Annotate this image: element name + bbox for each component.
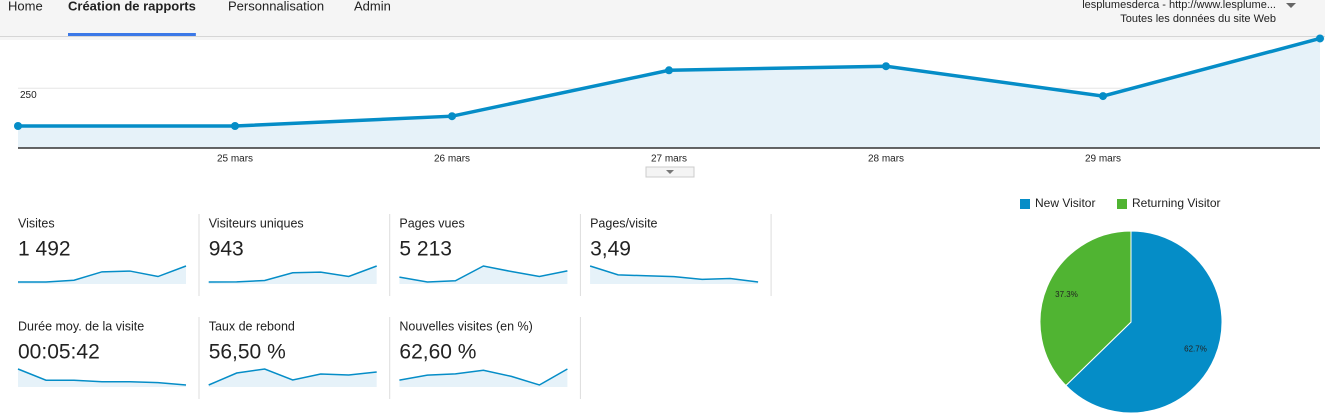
- nav-tab[interactable]: Home: [8, 0, 43, 13]
- account-name[interactable]: lesplumesderca - http://www.lesplume...: [1082, 0, 1276, 11]
- collapse-button[interactable]: [645, 166, 695, 178]
- point[interactable]: [231, 122, 239, 130]
- collapse-arrow[interactable]: [666, 170, 674, 174]
- sparkline: [208, 368, 377, 386]
- sparkline: [399, 265, 568, 283]
- slice-label: 62.7%: [1184, 344, 1207, 353]
- metric-label[interactable]: Taux de rebond: [209, 319, 295, 333]
- area: [18, 38, 1320, 149]
- metric-label[interactable]: Visiteurs uniques: [209, 216, 304, 230]
- sparkline-area: [18, 369, 186, 387]
- sparkline-area: [399, 369, 568, 387]
- metric-label[interactable]: Nouvelles visites (en %): [399, 319, 532, 333]
- sparkline: [17, 368, 187, 386]
- pie-slice[interactable]: [1065, 230, 1223, 414]
- y-tick-label: 250: [20, 90, 37, 101]
- slice-label: 37.3%: [1055, 290, 1078, 299]
- legend-swatch: [1117, 199, 1127, 209]
- x-tick-label: 25 mars: [217, 154, 253, 165]
- x-tick-label: 29 mars: [1085, 154, 1121, 165]
- sparkline-area: [18, 266, 186, 284]
- nav-tab[interactable]: Personnalisation: [228, 0, 324, 13]
- metric-value: 943: [209, 238, 244, 261]
- metric-value: 5 213: [399, 238, 452, 261]
- sparkline: [208, 265, 377, 283]
- metric-value: 1 492: [18, 238, 71, 261]
- sparkline: [18, 265, 187, 283]
- header-bar: [0, 0, 1325, 36]
- header-shadow: [0, 37, 1325, 40]
- x-tick-label: 27 mars: [651, 154, 687, 165]
- metric-label[interactable]: Pages vues: [399, 216, 464, 230]
- pie-slice[interactable]: [1039, 230, 1132, 387]
- legend-swatch: [1020, 199, 1030, 209]
- sparkline: [589, 265, 759, 283]
- metric-value: 56,50 %: [209, 341, 286, 364]
- x-tick-label: 26 mars: [434, 154, 470, 165]
- account-dropdown[interactable]: [1286, 3, 1296, 8]
- point[interactable]: [1316, 34, 1324, 43]
- sparkline-area: [399, 266, 568, 284]
- metric-value: 3,49: [590, 238, 631, 261]
- point[interactable]: [665, 66, 673, 75]
- x-tick-label: 28 mars: [868, 154, 904, 165]
- account-view[interactable]: Toutes les données du site Web: [1120, 13, 1276, 25]
- point[interactable]: [14, 122, 22, 130]
- metric-label[interactable]: Visites: [18, 216, 55, 230]
- metric-value: 00:05:42: [18, 341, 100, 364]
- metric-label[interactable]: Pages/visite: [590, 216, 657, 230]
- metric-label[interactable]: Durée moy. de la visite: [18, 319, 144, 333]
- metric-value: 62,60 %: [399, 341, 476, 364]
- sparkline-area: [590, 266, 759, 284]
- sparkline: [399, 368, 568, 386]
- sparkline-area: [208, 266, 377, 284]
- nav-active-underline: [68, 33, 196, 36]
- point[interactable]: [882, 62, 890, 71]
- nav-tab[interactable]: Création de rapports: [68, 0, 196, 13]
- point[interactable]: [1099, 92, 1107, 101]
- legend-label[interactable]: Returning Visitor: [1132, 196, 1221, 210]
- nav-tab[interactable]: Admin: [354, 0, 391, 13]
- sparkline-area: [208, 369, 377, 387]
- legend-label[interactable]: New Visitor: [1035, 196, 1095, 210]
- point[interactable]: [448, 112, 456, 121]
